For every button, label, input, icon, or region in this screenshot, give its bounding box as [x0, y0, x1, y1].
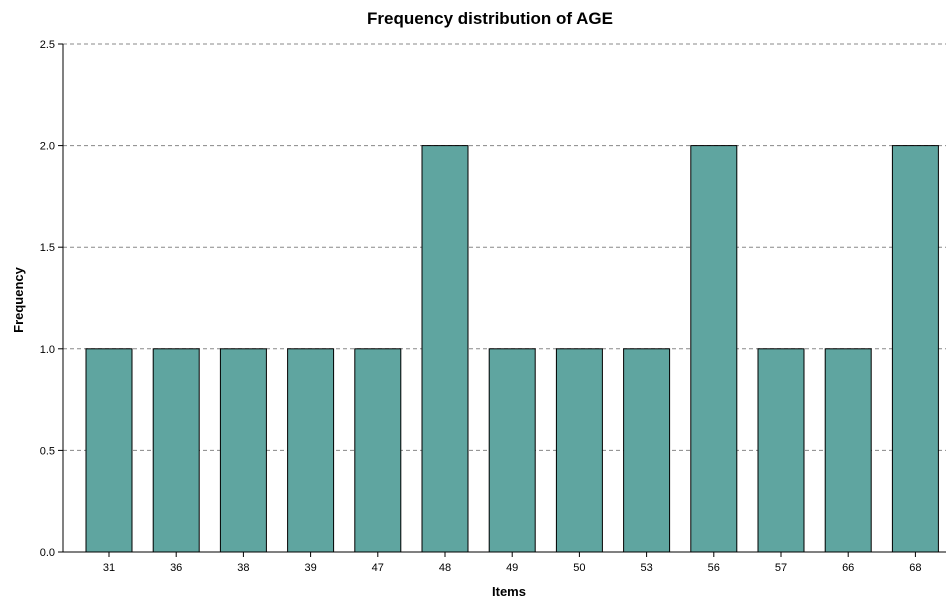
y-tick-label: 2.5	[40, 39, 55, 51]
x-tick-label: 53	[640, 562, 652, 574]
y-tick-label: 1.0	[40, 344, 55, 356]
x-axis-label: Items	[492, 584, 526, 599]
x-tick-label: 48	[439, 562, 451, 574]
x-tick-label: 39	[304, 562, 316, 574]
x-tick-label: 36	[170, 562, 182, 574]
bar-49	[488, 348, 536, 553]
bar-48	[421, 145, 469, 553]
x-tick-label: 66	[842, 562, 854, 574]
x-tick-label: 31	[103, 562, 115, 574]
axes: 0.0 0.5 1.0 1.5 2.0 2.5 31 36 38 39 47 48 49 50 53 56 57…	[40, 39, 946, 574]
bar-39	[287, 348, 335, 553]
bar-50	[555, 348, 603, 553]
bar-31	[85, 348, 133, 553]
x-tick-label: 38	[237, 562, 249, 574]
x-tick-label: 47	[372, 562, 384, 574]
x-tick-label: 49	[506, 562, 518, 574]
y-tick-label: 2.0	[40, 141, 55, 153]
bar-47	[354, 348, 402, 553]
bar-38	[219, 348, 267, 553]
chart-title: Frequency distribution of AGE	[367, 9, 613, 28]
bars	[85, 145, 939, 553]
y-tick-label: 0.0	[40, 547, 55, 559]
bar-53	[623, 348, 671, 553]
x-tick-label: 56	[708, 562, 720, 574]
x-tick-label: 57	[775, 562, 787, 574]
y-tick-label: 1.5	[40, 242, 55, 254]
bar-66	[824, 348, 872, 553]
bar-68	[891, 145, 939, 553]
bar-56	[690, 145, 738, 553]
y-tick-label: 0.5	[40, 445, 55, 457]
x-tick-label: 68	[909, 562, 921, 574]
bar-57	[757, 348, 805, 553]
y-axis-label: Frequency	[11, 266, 26, 333]
x-tick-label: 50	[573, 562, 585, 574]
bar-36	[152, 348, 200, 553]
